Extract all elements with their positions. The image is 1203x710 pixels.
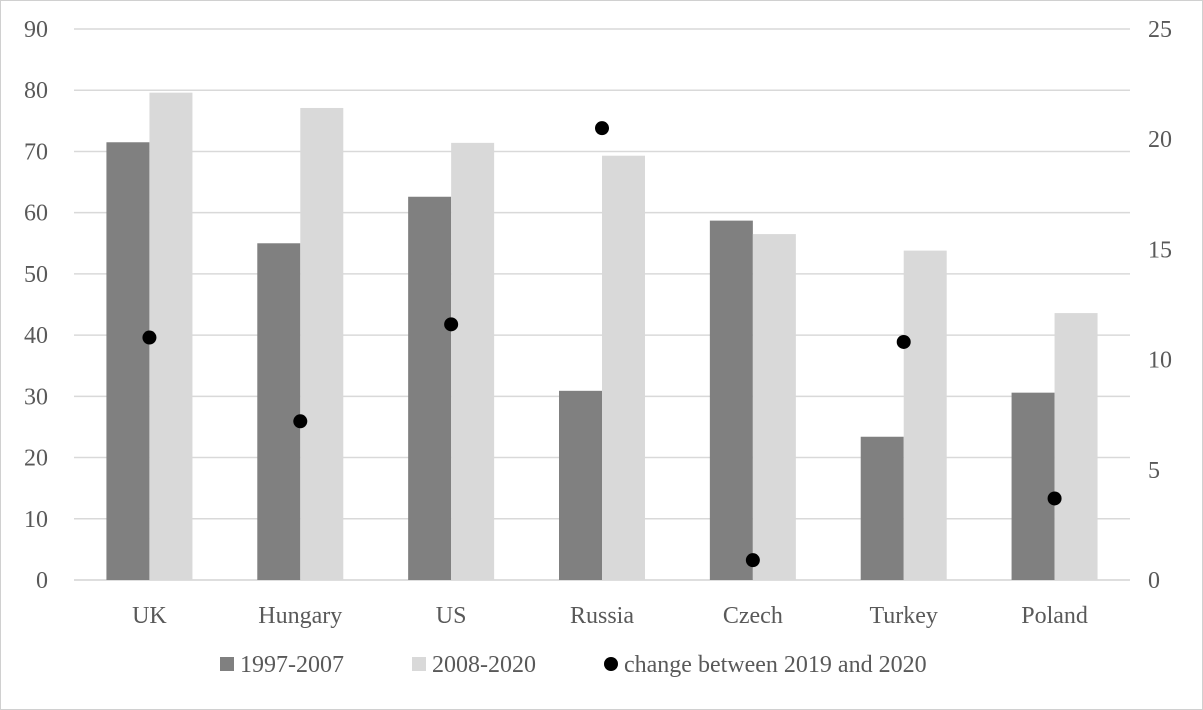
legend-label: 2008-2020 [432, 652, 536, 678]
left-axis-tick-label: 90 [24, 17, 48, 43]
left-axis-tick-label: 60 [24, 201, 48, 227]
legend-label: 1997-2007 [240, 652, 344, 678]
bar-2008-2020 [149, 92, 193, 580]
gridlines [74, 28, 1130, 581]
bars [106, 92, 1098, 581]
change-point [444, 317, 459, 332]
bar-2008-2020 [752, 234, 796, 580]
right-axis-tick-label: 5 [1148, 458, 1160, 484]
legend-marker [604, 657, 618, 671]
category-label: Turkey [869, 603, 937, 629]
bar-1997-2007 [408, 196, 452, 580]
left-axis-tick-label: 30 [24, 384, 48, 410]
category-label: Poland [1021, 603, 1088, 629]
category-label: Hungary [258, 603, 342, 629]
change-point [745, 553, 760, 568]
bar-1997-2007 [106, 142, 150, 580]
category-labels: UK Hungary US Russia Czech Turkey Poland [132, 603, 1088, 629]
bar-2008-2020 [300, 107, 344, 580]
legend-swatch [412, 657, 426, 671]
legend-swatch [220, 657, 234, 671]
change-point [1047, 491, 1062, 506]
left-axis-tick-label: 20 [24, 446, 48, 472]
left-axis-tick-label: 50 [24, 262, 48, 288]
change-point [293, 414, 308, 429]
left-axis-tick-label: 80 [24, 78, 48, 104]
left-axis-tick-label: 10 [24, 507, 48, 533]
bar-2008-2020 [602, 155, 645, 581]
bar-1997-2007 [1011, 392, 1055, 580]
points [142, 121, 1062, 568]
bar-1997-2007 [257, 243, 301, 580]
change-point [142, 330, 157, 345]
category-label: Czech [723, 603, 783, 629]
right-axis-tick-label: 0 [1148, 568, 1160, 594]
right-axis-ticks: 0 5 10 15 20 25 [1148, 17, 1172, 594]
bar-2008-2020 [1054, 313, 1098, 580]
bar-1997-2007 [559, 390, 602, 580]
category-label: UK [132, 603, 167, 629]
right-axis-tick-label: 15 [1148, 237, 1172, 263]
legend: 1997-2007 2008-2020 change between 2019 an… [220, 652, 927, 678]
legend-label: change between 2019 and 2020 [624, 652, 927, 678]
right-axis-tick-label: 10 [1148, 348, 1172, 374]
change-point [896, 334, 911, 349]
bar-1997-2007 [709, 220, 753, 580]
left-axis-ticks: 0 10 20 30 40 50 60 70 80 90 [24, 17, 48, 594]
right-axis-tick-label: 25 [1148, 17, 1172, 43]
category-label: US [436, 603, 467, 629]
left-axis-tick-label: 0 [36, 568, 48, 594]
bar-2008-2020 [903, 250, 947, 580]
left-axis-tick-label: 70 [24, 139, 48, 165]
change-point [595, 121, 609, 136]
bar-1997-2007 [860, 436, 904, 580]
category-label: Russia [570, 603, 634, 629]
right-axis-tick-label: 20 [1148, 127, 1172, 153]
left-axis-tick-label: 40 [24, 323, 48, 349]
bar-2008-2020 [451, 142, 495, 580]
